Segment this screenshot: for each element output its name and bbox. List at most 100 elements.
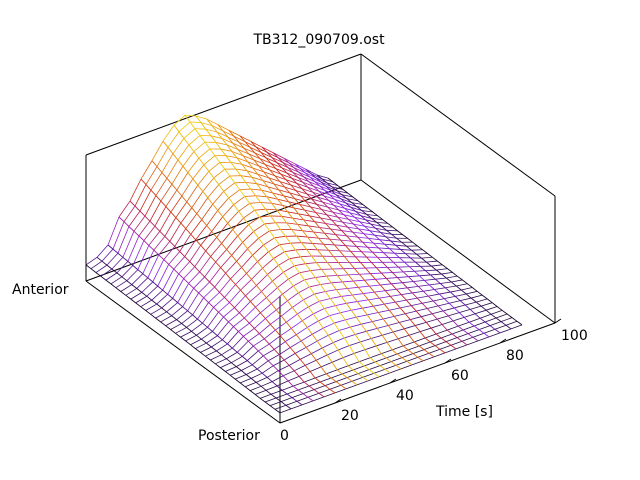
surface-mesh-line (488, 332, 501, 338)
surface-mesh-line (375, 227, 387, 231)
surface-mesh-line (181, 314, 193, 324)
surface-mesh-line (368, 365, 381, 371)
surface-mesh-line (271, 375, 284, 383)
surface-mesh-line (313, 231, 325, 234)
surface-mesh-line (130, 292, 142, 300)
surface-mesh-line (344, 334, 356, 339)
surface-mesh-line (208, 162, 221, 172)
surface-mesh-line (345, 316, 357, 321)
surface-mesh-line (291, 320, 303, 329)
surface-mesh-line (164, 217, 177, 237)
surface-mesh-line (456, 333, 469, 339)
surface-profile-line (272, 152, 468, 346)
surface-mesh-line (182, 287, 194, 307)
surface-mesh-line (265, 309, 277, 319)
surface-mesh-line (118, 200, 131, 218)
surface-mesh-line (236, 248, 248, 262)
surface-mesh-line (281, 385, 294, 391)
surface-mesh-line (320, 217, 332, 221)
surface-mesh-line (288, 201, 300, 205)
surface-mesh-line (376, 221, 388, 224)
surface-mesh-line (325, 223, 337, 226)
surface-mesh-line (212, 190, 225, 205)
surface-mesh-line (266, 370, 279, 378)
surface-mesh-line (266, 287, 278, 298)
surface-mesh-line (345, 245, 357, 247)
surface-mesh-line (395, 360, 408, 366)
surface-mesh-line (333, 204, 345, 209)
surface-mesh-line (312, 191, 324, 197)
surface-mesh-line (362, 241, 374, 244)
surface-mesh-line (402, 281, 414, 284)
surface-mesh-line (394, 313, 406, 317)
surface-mesh-line (483, 328, 496, 334)
surface-mesh-line (254, 152, 267, 159)
surface-profile-line (250, 141, 446, 354)
surface-mesh-line (286, 389, 299, 395)
surface-mesh-line (306, 193, 318, 198)
surface-mesh-line (277, 278, 289, 288)
surface-mesh-line (457, 321, 470, 327)
surface-mesh-line (230, 370, 242, 376)
surface-mesh-line (194, 250, 206, 267)
surface-mesh-line (464, 313, 476, 318)
surface-mesh-line (356, 246, 368, 248)
surface-mesh-line (406, 356, 419, 362)
surface-mesh-line (268, 244, 280, 253)
surface-mesh-line (271, 202, 283, 206)
surface-mesh-line (309, 284, 321, 288)
surface-mesh-line (360, 215, 372, 219)
surface-mesh-line (358, 228, 370, 232)
surface-mesh-line (320, 181, 333, 188)
surface-mesh-line (165, 189, 178, 207)
time-tick-label: 40 (396, 388, 414, 404)
surface-mesh-line (310, 206, 322, 210)
surface-mesh-line (223, 307, 235, 318)
surface-mesh-line (149, 200, 162, 222)
surface-mesh-line (198, 281, 210, 294)
surface-mesh-line (437, 315, 449, 320)
surface-mesh-line (253, 338, 265, 347)
surface-mesh-line (439, 344, 452, 350)
surface-mesh-line (329, 194, 341, 200)
surface-mesh-line (440, 333, 453, 339)
surface-mesh-line (239, 301, 251, 314)
surface-mesh-line (191, 191, 204, 208)
surface-mesh-line (302, 389, 315, 395)
surface-mesh-line (477, 336, 490, 342)
surface-mesh-line (221, 138, 234, 144)
surface-mesh-line (310, 173, 323, 180)
surface-mesh-line (391, 282, 403, 285)
surface-mesh-line (235, 273, 247, 285)
surface-mesh-line (347, 361, 360, 367)
time-tick-mark (334, 398, 342, 404)
surface-mesh-line (251, 176, 263, 181)
surface-mesh-line (303, 219, 315, 223)
surface-mesh-line (273, 251, 285, 259)
surface-mesh-line (184, 114, 197, 117)
surface-mesh-line (263, 171, 275, 177)
surface-mesh-line (346, 301, 358, 304)
surface-mesh-line (162, 124, 175, 142)
surface-mesh-line (295, 190, 307, 195)
surface-mesh-line (365, 219, 377, 223)
surface-mesh-line (148, 231, 161, 246)
surface-mesh-line (279, 347, 291, 355)
surface-mesh-line (106, 252, 119, 266)
surface-mesh-line (355, 211, 367, 215)
surface-mesh-line (295, 346, 307, 354)
surface-mesh-line (369, 353, 382, 359)
surface-mesh-line (424, 333, 437, 339)
surface-mesh-line (232, 142, 245, 149)
surface-mesh-line (300, 255, 312, 258)
surface-mesh-line (292, 381, 305, 387)
surface-profile-line (96, 256, 292, 410)
surface-mesh-line (319, 185, 332, 191)
surface-mesh-line (325, 289, 337, 292)
surface-mesh-line (379, 295, 391, 299)
surface-mesh-line (176, 172, 189, 191)
surface-mesh-line (418, 341, 431, 347)
surface-mesh-line (385, 353, 398, 359)
surface-mesh-line (340, 380, 353, 386)
